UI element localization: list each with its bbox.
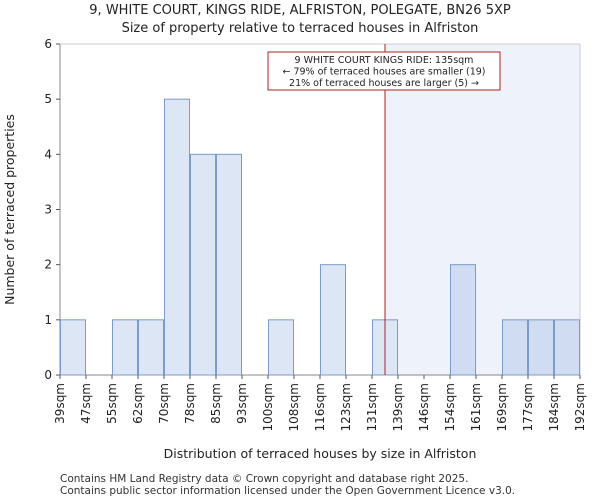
x-tick-label-93sqm: 93sqm [235, 383, 249, 424]
x-tick-label-70sqm: 70sqm [157, 383, 171, 424]
x-tick-label-146sqm: 146sqm [417, 383, 431, 431]
bar-177sqm [528, 319, 554, 376]
x-tick-label-39sqm: 39sqm [53, 383, 67, 424]
x-tick-label-192sqm: 192sqm [573, 383, 587, 431]
x-tick-label-169sqm: 169sqm [495, 383, 509, 431]
x-tick-label-78sqm: 78sqm [183, 383, 197, 424]
y-tick-label: 1 [44, 313, 52, 327]
x-tick-label-139sqm: 139sqm [391, 383, 405, 431]
chart-subtitle: Size of property relative to terraced ho… [121, 21, 479, 36]
bar-85sqm [216, 153, 242, 376]
x-tick-label-184sqm: 184sqm [547, 383, 561, 431]
x-tick-label-131sqm: 131sqm [365, 383, 379, 431]
annotation-line-1: 9 WHITE COURT KINGS RIDE: 135sqm [295, 55, 474, 66]
bar-169sqm [502, 319, 528, 376]
x-tick-label-108sqm: 108sqm [287, 383, 301, 431]
bar-78sqm [190, 153, 216, 376]
bar-116sqm [320, 264, 346, 376]
y-tick-label: 0 [44, 368, 52, 382]
y-tick-label: 4 [44, 147, 52, 161]
chart-title: 9, WHITE COURT, KINGS RIDE, ALFRISTON, P… [89, 3, 511, 18]
x-tick-label-177sqm: 177sqm [521, 383, 535, 431]
annotation-line-2: ← 79% of terraced houses are smaller (19… [282, 67, 485, 78]
x-tick-label-47sqm: 47sqm [79, 383, 93, 424]
footer-licence: Contains public sector information licen… [60, 485, 516, 497]
x-tick-label-161sqm: 161sqm [469, 383, 483, 431]
y-tick-label: 2 [44, 258, 52, 272]
footer-copyright: Contains HM Land Registry data © Crown c… [60, 473, 469, 485]
bar-39sqm [60, 319, 86, 376]
bar-184sqm [554, 319, 580, 376]
y-tick-label: 3 [44, 203, 52, 217]
x-tick-label-154sqm: 154sqm [443, 383, 457, 431]
annotation-line-3: 21% of terraced houses are larger (5) → [289, 78, 479, 89]
bar-55sqm [112, 319, 138, 376]
x-tick-label-55sqm: 55sqm [105, 383, 119, 424]
x-tick-label-123sqm: 123sqm [339, 383, 353, 431]
y-tick-label: 6 [44, 37, 52, 51]
x-axis-title: Distribution of terraced houses by size … [164, 446, 477, 461]
x-tick-label-100sqm: 100sqm [261, 383, 275, 431]
bar-70sqm [164, 98, 190, 376]
x-tick-label-116sqm: 116sqm [313, 383, 327, 431]
x-tick-label-62sqm: 62sqm [131, 383, 145, 424]
annotation-box [267, 51, 501, 91]
x-tick-label-85sqm: 85sqm [209, 383, 223, 424]
bar-62sqm [138, 319, 164, 376]
y-axis-title: Number of terraced properties [2, 114, 17, 305]
bar-154sqm [450, 264, 476, 376]
y-tick-label: 5 [44, 92, 52, 106]
bar-100sqm [268, 319, 294, 376]
